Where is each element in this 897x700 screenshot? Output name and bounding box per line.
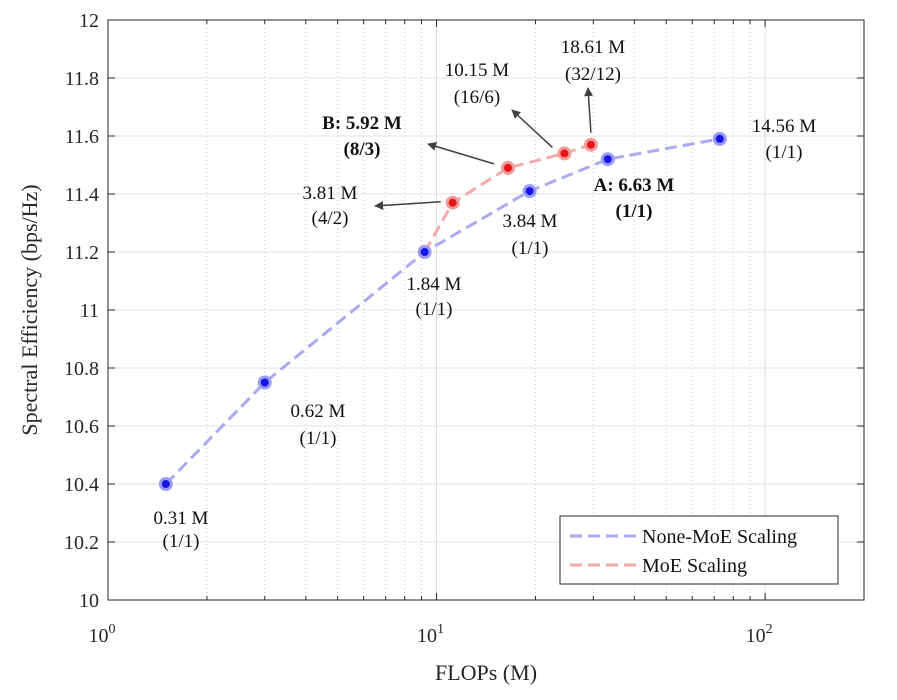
- y-tick-label: 11: [80, 300, 99, 322]
- point-none-moe: [525, 187, 534, 196]
- x-axis-title: FLOPs (M): [435, 660, 537, 685]
- data-label-moe-params: 3.81 M: [303, 183, 358, 204]
- annotation-arrows: [374, 87, 594, 210]
- y-tick-label: 10: [79, 590, 99, 612]
- series-lines: [164, 137, 721, 486]
- data-label-moe-params: 10.15 M: [445, 60, 510, 81]
- x-tick-label: 100: [89, 622, 116, 647]
- y-tick-label: 12: [79, 10, 99, 32]
- point-moe: [560, 149, 569, 158]
- y-tick-label: 11.6: [65, 126, 99, 148]
- series-line-none-moe: [164, 137, 721, 486]
- annotation-arrow: [511, 109, 553, 148]
- data-label-none-moe-ratio: (1/1): [163, 531, 200, 552]
- x-tick-label: 102: [746, 622, 773, 647]
- legend-box: [559, 515, 839, 585]
- data-label-none-moe-params: 0.62 M: [291, 401, 346, 422]
- data-label-none-moe-params: 3.84 M: [503, 211, 558, 232]
- data-label-none-moe-params: 1.84 M: [407, 274, 462, 295]
- x-tick-label: 101: [417, 622, 444, 647]
- y-tick-label: 11.8: [65, 68, 99, 90]
- y-tick-label: 11.2: [65, 242, 99, 264]
- series-line-moe: [423, 143, 592, 253]
- y-tick-label: 10.6: [64, 416, 99, 438]
- data-label-none-moe-ratio: (1/1): [766, 142, 803, 163]
- annotation-arrow: [427, 142, 495, 165]
- legend-label-none-moe: None-MoE Scaling: [642, 526, 797, 548]
- data-label-none-moe-ratio: (1/1): [300, 428, 337, 449]
- data-label-none-moe-params: 14.56 M: [752, 116, 817, 137]
- y-axis-title: Spectral Efficiency (bps/Hz): [17, 184, 42, 435]
- annotation-arrow: [584, 87, 594, 133]
- point-none-moe: [420, 248, 429, 256]
- point-none-moe: [715, 134, 724, 143]
- point-moe: [586, 140, 595, 149]
- data-label-moe-params: B: 5.92 M: [322, 113, 402, 134]
- data-label-moe-ratio: (16/6): [454, 87, 500, 108]
- data-label-none-moe-ratio: (1/1): [512, 238, 549, 259]
- axis-ticks: 10 10.2 10.4 10.6 10.8 11 11.2 11.4 11.6 11.8 12 10…: [64, 10, 865, 647]
- legend-label-moe: MoE Scaling: [642, 555, 747, 577]
- data-points: [158, 131, 727, 491]
- y-tick-label: 10.4: [64, 474, 99, 496]
- point-none-moe: [161, 480, 170, 488]
- data-label-moe-ratio: (32/12): [565, 64, 621, 85]
- point-moe: [448, 198, 457, 207]
- data-label-none-moe-ratio: (1/1): [616, 201, 653, 222]
- point-none-moe: [260, 378, 269, 387]
- data-label-moe-ratio: (8/3): [344, 139, 381, 160]
- data-label-none-moe-params: A: 6.63 M: [594, 175, 675, 196]
- data-label-moe-ratio: (4/2): [312, 208, 349, 229]
- y-tick-label: 11.4: [65, 184, 99, 206]
- y-tick-label: 10.8: [64, 358, 99, 380]
- y-tick-label: 10.2: [64, 532, 99, 554]
- data-label-none-moe-ratio: (1/1): [416, 299, 453, 320]
- point-none-moe: [603, 155, 612, 164]
- annotation-arrow: [374, 200, 441, 210]
- point-moe: [504, 163, 513, 172]
- data-label-none-moe-params: 0.31 M: [154, 508, 209, 529]
- data-label-moe-params: 18.61 M: [561, 37, 626, 58]
- annotations: 0.31 M(1/1)0.62 M(1/1)1.84 M(1/1)3.84 M(…: [154, 37, 817, 552]
- legend: None-MoE Scaling MoE Scaling: [559, 515, 839, 585]
